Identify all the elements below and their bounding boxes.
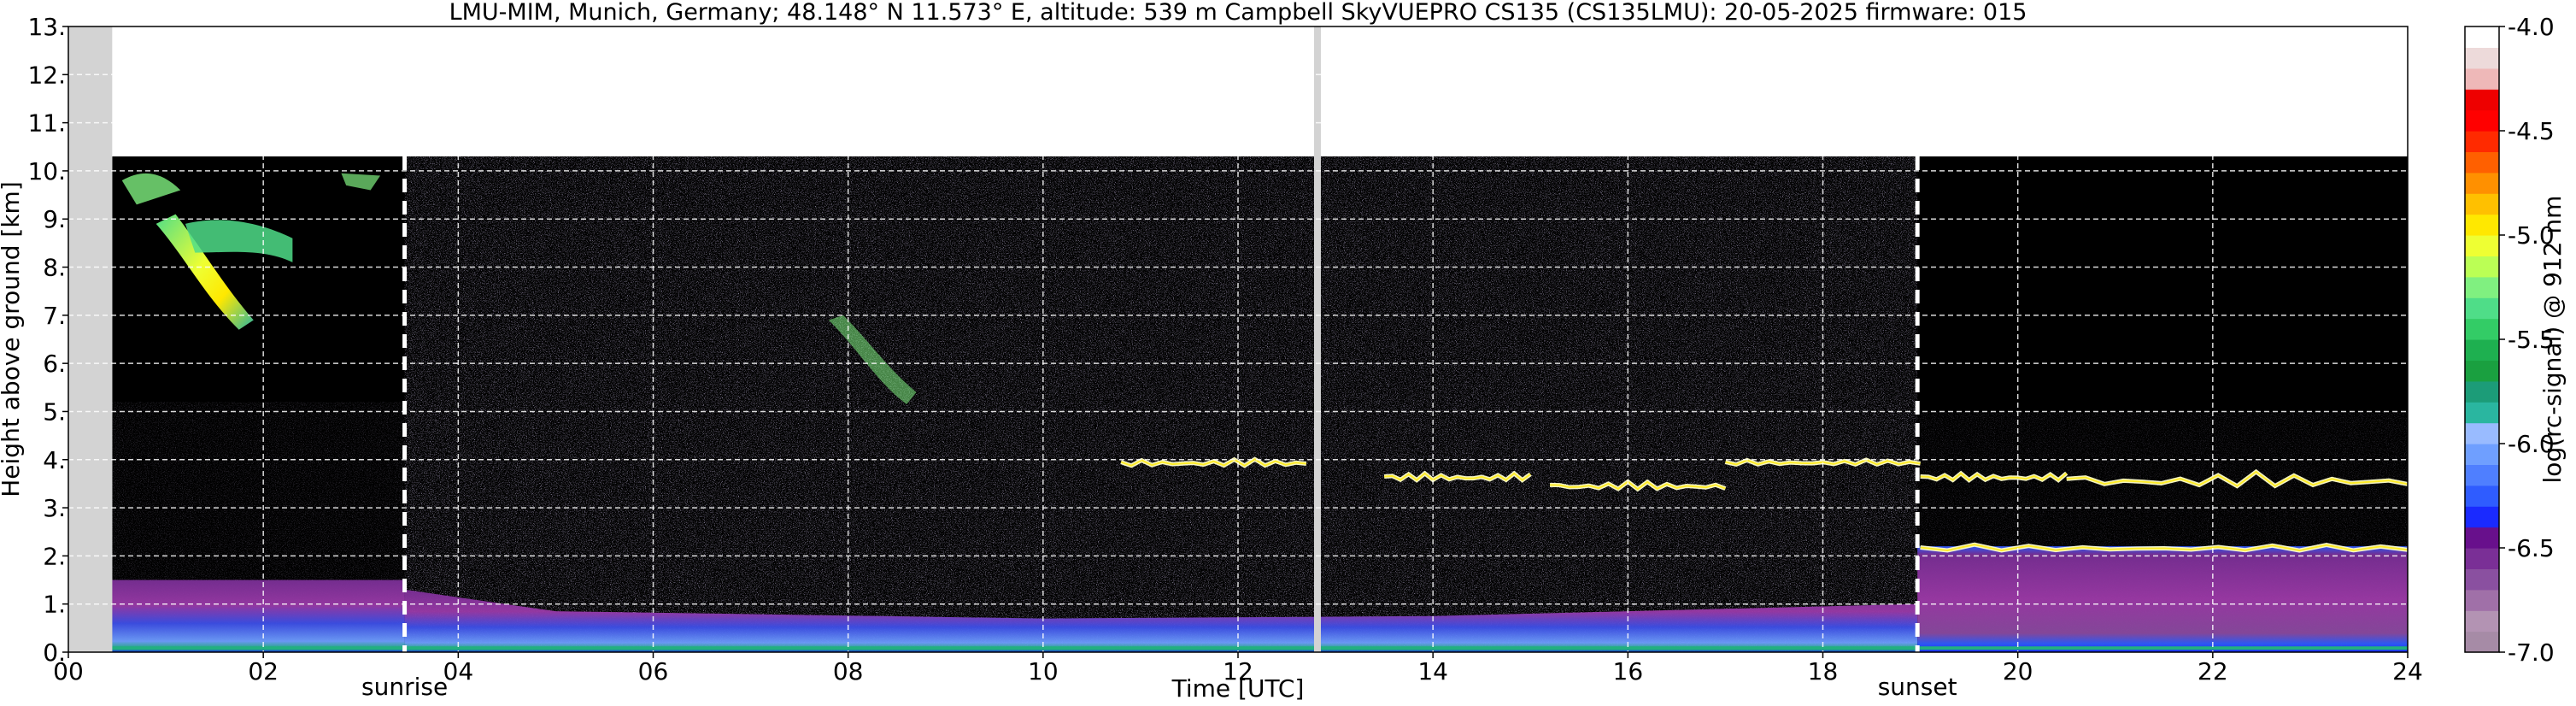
boundary-layer-day xyxy=(404,589,1918,652)
colorbar-segment xyxy=(2465,172,2499,194)
colorbar-tick-label: -5.0 xyxy=(2508,221,2555,250)
colorbar-segment xyxy=(2465,527,2499,549)
colorbar-segment xyxy=(2465,402,2499,424)
cloud-layer-core xyxy=(1384,472,1531,481)
y-axis-label: Height above ground [km] xyxy=(0,181,25,497)
x-tick-label: 06 xyxy=(638,657,669,685)
x-tick-label: 16 xyxy=(1613,657,1644,685)
ground-return xyxy=(112,646,2408,650)
colorbar-segment xyxy=(2465,193,2499,215)
colorbar-segment xyxy=(2465,631,2499,653)
colorbar-segment xyxy=(2465,464,2499,486)
y-tick-label: 13. xyxy=(27,13,66,41)
colorbar-segment xyxy=(2465,131,2499,152)
y-tick-label: 9. xyxy=(43,205,66,233)
x-tick-label: 18 xyxy=(1808,657,1839,685)
colorbar-segment xyxy=(2465,589,2499,611)
colorbar-segment xyxy=(2465,568,2499,591)
colorbar-segment xyxy=(2465,109,2499,132)
x-tick-label: 04 xyxy=(443,657,474,685)
cloud-layer-core xyxy=(1725,458,1921,466)
x-tick-label: 22 xyxy=(2198,657,2228,685)
y-tick-label: 5. xyxy=(43,397,66,426)
x-tick-label: 00 xyxy=(53,657,84,685)
colorbar-segment xyxy=(2465,360,2499,382)
y-tick-label: 4. xyxy=(43,446,66,474)
x-tick-label: 10 xyxy=(1028,657,1059,685)
y-tick-label: 6. xyxy=(43,350,66,378)
colorbar-segment xyxy=(2465,89,2499,111)
colorbar-segment xyxy=(2465,485,2499,507)
colorbar-segment xyxy=(2465,318,2499,340)
x-tick-label: 14 xyxy=(1417,657,1448,685)
colorbar-segment xyxy=(2465,506,2499,528)
y-tick-label: 0. xyxy=(43,638,66,667)
colorbar-label: log(rc-signal) @ 912 nm xyxy=(2538,196,2567,484)
colorbar-segment xyxy=(2465,68,2499,90)
x-tick-label: 08 xyxy=(833,657,864,685)
colorbar-segment xyxy=(2465,548,2499,569)
colorbar-segment xyxy=(2465,276,2499,298)
colorbar-tick-label: -5.5 xyxy=(2508,326,2555,354)
y-tick-label: 8. xyxy=(43,254,66,282)
colorbar-tick-label: -4.5 xyxy=(2508,117,2555,145)
cirrus-fragment xyxy=(341,173,381,191)
cloud-layer-core xyxy=(2066,470,2408,487)
cloud-layer-core xyxy=(1920,544,2408,552)
thin-layer xyxy=(828,315,917,405)
plot-area xyxy=(68,26,2408,652)
cirrus-streak-upper xyxy=(185,220,293,262)
colorbar-segment xyxy=(2465,380,2499,403)
x-tick-label: 02 xyxy=(248,657,279,685)
data-gap xyxy=(1313,26,1321,652)
colorbar-segment xyxy=(2465,610,2499,632)
x-tick-label: 24 xyxy=(2392,657,2423,685)
colorbar-segment xyxy=(2465,214,2499,236)
y-tick-label: 2. xyxy=(43,542,66,570)
x-tick-label: 20 xyxy=(2003,657,2033,685)
cloud-layer-core xyxy=(1550,480,1726,491)
cloud-layer-core xyxy=(1120,458,1306,467)
colorbar-tick-label: -6.0 xyxy=(2508,430,2555,458)
colorbar-segment xyxy=(2465,47,2499,69)
data-gap xyxy=(68,26,113,652)
y-tick-label: 10. xyxy=(27,157,66,185)
boundary-layer-morning xyxy=(112,580,405,652)
colorbar-segment xyxy=(2465,444,2499,465)
y-tick-label: 12. xyxy=(27,61,66,89)
y-tick-label: 3. xyxy=(43,494,66,522)
noise-day-green xyxy=(404,156,1918,652)
boundary-layer-evening xyxy=(1917,546,2408,652)
chart-title: LMU-MIM, Munich, Germany; 48.148° N 11.5… xyxy=(449,0,2027,26)
x-tick-label: 12 xyxy=(1223,657,1253,685)
colorbar-segment xyxy=(2465,297,2499,320)
colorbar-segment xyxy=(2465,422,2499,444)
colorbar-tick-label: -6.5 xyxy=(2508,534,2555,562)
cirrus-top-left xyxy=(121,173,181,205)
x-axis-label: Time [UTC] xyxy=(1171,674,1305,703)
colorbar-segment xyxy=(2465,339,2499,361)
sunset-label: sunset xyxy=(1878,673,1957,701)
sunrise-label: sunrise xyxy=(361,673,448,701)
colorbar-tick-label: -4.0 xyxy=(2508,13,2555,41)
colorbar-segment xyxy=(2465,256,2499,278)
cirrus-streak-main xyxy=(155,214,254,330)
y-tick-label: 1. xyxy=(43,591,66,619)
colorbar-segment xyxy=(2465,235,2499,256)
colorbar-segment xyxy=(2465,151,2499,174)
colorbar-segment xyxy=(2465,26,2499,48)
colorbar-tick-label: -7.0 xyxy=(2508,638,2555,667)
y-tick-label: 7. xyxy=(43,302,66,330)
cloud-layer-core xyxy=(1920,472,2068,481)
y-tick-label: 11. xyxy=(27,109,66,138)
